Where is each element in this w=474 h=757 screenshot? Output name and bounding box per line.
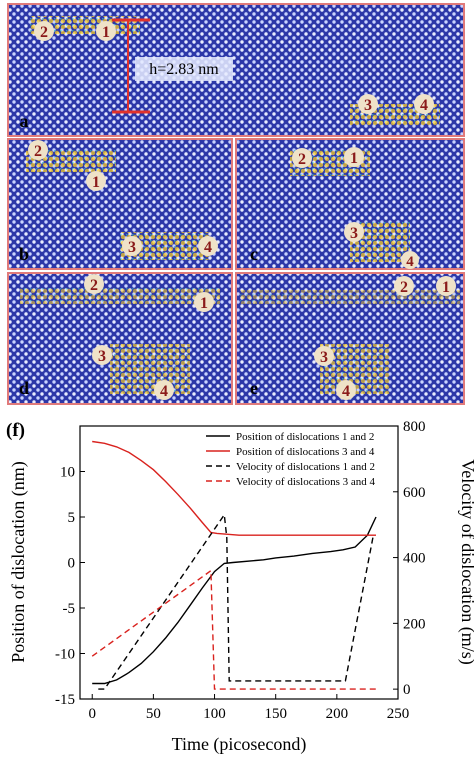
svg-text:1: 1 [442,279,450,296]
y-right-ticks: 0 200 400 600 800 [393,419,426,698]
y-right-tick-label: 0 [403,682,411,698]
panel-d: d 2 1 3 4 [7,272,233,405]
svg-text:3: 3 [350,225,358,242]
legend-entry: Velocity of dislocations 1 and 2 [236,461,375,473]
svg-text:2: 2 [90,277,98,294]
svg-text:3: 3 [364,97,372,114]
x-tick-label: 200 [326,706,349,722]
panel-e-label: e [250,378,258,398]
marker-e-2: 2 [394,276,414,296]
svg-text:3: 3 [320,349,328,366]
marker-c-3: 3 [344,222,364,242]
panel-f-label: (f) [6,420,25,441]
panel-d-label: d [19,378,29,398]
svg-text:2: 2 [400,279,408,296]
y-left-tick-label: 0 [68,556,76,572]
marker-c-4: 4 [401,251,419,270]
svg-text:3: 3 [128,239,136,256]
marker-d-3: 3 [92,345,112,365]
marker-a-3: 3 [358,94,378,114]
marker-d-2: 2 [84,274,104,294]
marker-c-1: 1 [344,147,364,167]
svg-text:3: 3 [98,348,106,365]
svg-text:1: 1 [350,150,358,167]
y-left-tick-label: -15 [55,692,75,708]
legend-entry: Position of dislocations 1 and 2 [236,431,374,443]
svg-text:4: 4 [420,97,428,114]
x-axis-label: Time (picosecond) [172,734,307,755]
spacing-label: h=2.83 nm [149,61,219,78]
marker-a-1: 1 [96,21,116,41]
marker-d-4: 4 [154,380,174,400]
svg-text:1: 1 [102,24,110,41]
panel-b: b 2 1 3 4 [7,138,233,270]
y-left-tick-label: -5 [63,601,76,617]
series-layer [91,440,380,690]
x-tick-label: 50 [146,706,161,722]
y-left-tick-label: 5 [68,510,76,526]
svg-text:4: 4 [204,239,212,256]
marker-b-3: 3 [122,236,142,256]
legend-entry: Position of dislocations 3 and 4 [236,446,375,458]
panel-c-label: c [250,244,258,264]
series-line-3 [98,512,375,690]
marker-e-3: 3 [314,346,334,366]
panel-a: h=2.83 nm a 2 1 3 4 [7,3,465,137]
y-left-axis-label: Position of dislocation (nm) [8,461,29,663]
chart-f: (f) 0 50 100 150 200 250 -15 -10 -5 0 5 10 0 200 400… [6,419,474,755]
svg-text:4: 4 [160,383,168,400]
svg-text:1: 1 [200,295,208,312]
y-right-tick-label: 200 [403,616,426,632]
panel-e: e 2 1 3 4 [235,272,465,405]
panel-b-label: b [19,244,29,264]
x-ticks: 0 50 100 150 200 250 [88,694,409,722]
series-line-4 [91,569,380,690]
x-tick-label: 150 [264,706,287,722]
y-right-axis-label: Velocity of dislocation (m/s) [457,459,474,664]
svg-text:4: 4 [406,254,414,270]
y-left-ticks: -15 -10 -5 0 5 10 [55,465,85,708]
svg-text:2: 2 [34,143,42,160]
marker-b-1: 1 [86,171,106,191]
svg-text:2: 2 [298,151,306,168]
y-left-tick-label: -10 [55,647,75,663]
x-tick-label: 100 [203,706,226,722]
legend-entry: Velocity of dislocations 3 and 4 [236,476,376,488]
marker-e-1: 1 [436,276,456,296]
x-tick-label: 250 [387,706,410,722]
series-line-2 [92,440,376,536]
y-right-tick-label: 400 [403,551,426,567]
y-right-tick-label: 600 [403,485,426,501]
marker-e-4: 4 [336,380,356,400]
md-panels: h=2.83 nm a 2 1 3 4 b 2 1 3 4 c 2 1 3 4 … [7,3,465,405]
marker-b-2: 2 [28,140,48,160]
marker-a-4: 4 [414,94,434,114]
svg-text:1: 1 [92,174,100,191]
marker-d-1: 1 [194,292,214,312]
x-tick-label: 0 [88,706,96,722]
marker-b-4: 4 [198,236,218,256]
marker-a-2: 2 [34,21,54,41]
marker-c-2: 2 [292,148,312,168]
series-line-1 [92,516,377,685]
panel-c: c 2 1 3 4 [235,138,465,270]
legend: Position of dislocations 1 and 2 Position… [206,431,376,488]
y-right-tick-label: 800 [403,419,426,435]
svg-text:2: 2 [40,24,48,41]
panel-a-label: a [20,111,29,131]
y-left-tick-label: 10 [60,465,75,481]
svg-text:4: 4 [342,383,350,400]
